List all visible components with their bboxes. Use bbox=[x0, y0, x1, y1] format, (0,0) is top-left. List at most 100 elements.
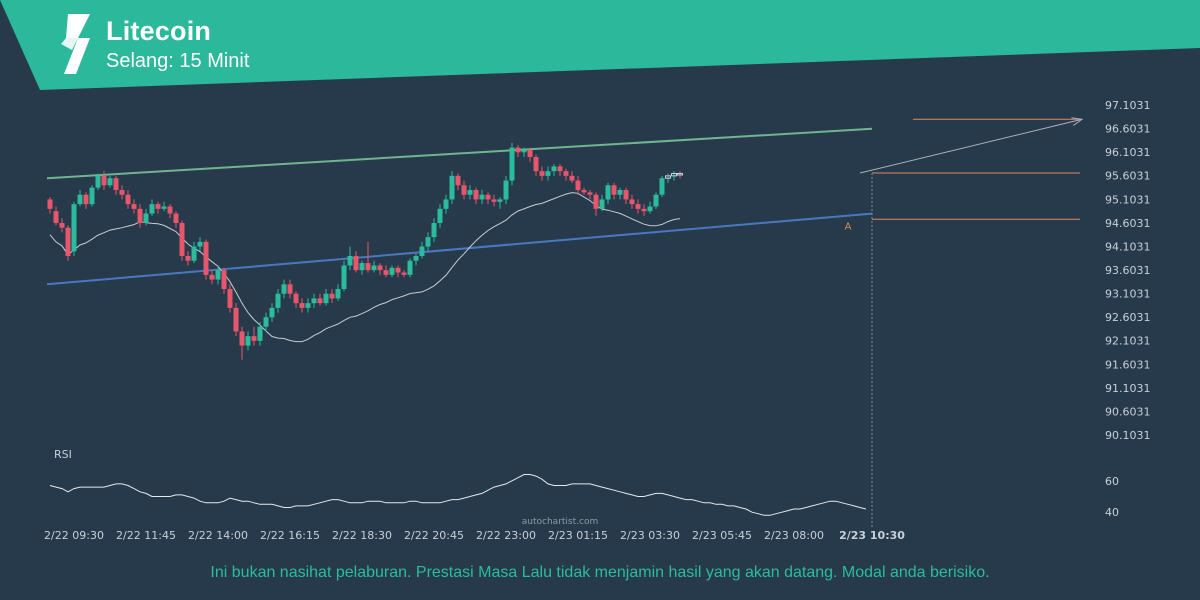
candle bbox=[185, 251, 191, 266]
candle-body bbox=[119, 190, 125, 195]
candle bbox=[95, 173, 101, 191]
candle-body bbox=[425, 237, 431, 247]
candle bbox=[155, 201, 161, 214]
candles bbox=[47, 142, 683, 360]
candle-body bbox=[101, 175, 107, 186]
candle bbox=[527, 147, 533, 162]
y-tick-label: 97.1031 bbox=[1105, 99, 1151, 112]
interval-subtitle: Selang: 15 Minit bbox=[106, 50, 250, 72]
candle-body bbox=[659, 178, 665, 195]
candle-body bbox=[149, 204, 155, 214]
candle bbox=[401, 270, 407, 278]
y-tick-label: 92.6031 bbox=[1105, 311, 1151, 324]
candle bbox=[377, 263, 383, 275]
candle bbox=[389, 265, 395, 278]
candle-body bbox=[431, 223, 437, 238]
candle-body bbox=[401, 272, 407, 275]
x-axis: 2/22 09:30 2/22 11:45 2/22 14:00 2/22 16:15… bbox=[44, 529, 905, 542]
y-tick-label: 96.6031 bbox=[1105, 123, 1151, 136]
candle-body bbox=[557, 166, 563, 172]
candle-body bbox=[641, 208, 647, 212]
candle bbox=[149, 199, 155, 216]
candle bbox=[71, 201, 77, 257]
candle bbox=[335, 284, 341, 301]
candle bbox=[371, 260, 377, 273]
candle bbox=[131, 199, 137, 214]
y-tick-label: 91.6031 bbox=[1105, 358, 1151, 371]
candle bbox=[629, 194, 635, 209]
candle-body bbox=[605, 185, 611, 200]
candle bbox=[563, 168, 569, 181]
candle-body bbox=[623, 190, 629, 200]
moving-average-line bbox=[49, 192, 681, 343]
candle-body bbox=[377, 265, 383, 271]
candle bbox=[449, 171, 455, 205]
candle-body bbox=[413, 256, 419, 261]
candle-body bbox=[209, 274, 215, 280]
candle bbox=[653, 192, 659, 209]
y-tick-label: 91.1031 bbox=[1105, 382, 1151, 395]
candle-body bbox=[383, 270, 389, 275]
candle-body bbox=[131, 204, 137, 209]
candle bbox=[491, 194, 497, 207]
candle-body bbox=[437, 208, 443, 224]
candle-body bbox=[317, 298, 323, 304]
x-tick-label: 2/23 05:45 bbox=[692, 529, 752, 542]
candle bbox=[545, 166, 551, 181]
candle bbox=[353, 251, 359, 273]
candle bbox=[413, 253, 419, 266]
x-tick-label: 2/22 14:00 bbox=[188, 529, 248, 542]
candle bbox=[47, 197, 53, 214]
candle bbox=[161, 201, 167, 212]
candle bbox=[329, 289, 335, 304]
candle bbox=[245, 331, 251, 351]
candle-body bbox=[443, 199, 449, 209]
candle bbox=[581, 187, 587, 195]
candle-body bbox=[89, 187, 95, 205]
candle bbox=[419, 241, 425, 259]
x-tick-label: 2/22 16:15 bbox=[260, 529, 320, 542]
y-tick-label: 95.1031 bbox=[1105, 193, 1151, 206]
candle bbox=[287, 279, 293, 299]
candle-body bbox=[647, 206, 653, 212]
candle-body bbox=[71, 204, 77, 252]
page-title: Litecoin bbox=[106, 16, 212, 46]
candle-body bbox=[275, 293, 281, 308]
candle-body bbox=[479, 194, 485, 200]
candle-body bbox=[167, 206, 173, 214]
candle bbox=[83, 192, 89, 209]
candle-body bbox=[635, 204, 641, 209]
candle bbox=[533, 154, 539, 176]
candle-body bbox=[245, 336, 251, 346]
candle-body bbox=[611, 185, 617, 195]
candle-body bbox=[287, 284, 293, 294]
candle-body bbox=[449, 175, 455, 200]
candle bbox=[323, 289, 329, 306]
candle bbox=[125, 190, 131, 209]
candle-body bbox=[215, 270, 221, 280]
candle-body bbox=[581, 190, 587, 193]
candle-body bbox=[389, 267, 395, 275]
candle bbox=[665, 173, 671, 183]
candle bbox=[503, 175, 509, 205]
candle-body bbox=[233, 307, 239, 332]
candle bbox=[251, 326, 257, 346]
candle bbox=[539, 166, 545, 181]
candle bbox=[677, 171, 683, 179]
candle-body bbox=[665, 175, 671, 179]
candle bbox=[551, 164, 557, 176]
candle bbox=[347, 246, 353, 271]
resistance-line bbox=[46, 127, 873, 180]
litecoin-logo-icon bbox=[61, 14, 90, 74]
candle bbox=[293, 291, 299, 308]
candle bbox=[197, 237, 203, 252]
candle-body bbox=[299, 303, 305, 308]
x-tick-label: 2/23 01:15 bbox=[548, 529, 608, 542]
candle bbox=[137, 204, 143, 228]
candle bbox=[521, 147, 527, 158]
candle-body bbox=[455, 175, 461, 186]
candle-body bbox=[155, 204, 161, 209]
candle bbox=[515, 145, 521, 158]
y-tick-label: 90.6031 bbox=[1105, 405, 1151, 418]
candle-body bbox=[617, 190, 623, 195]
